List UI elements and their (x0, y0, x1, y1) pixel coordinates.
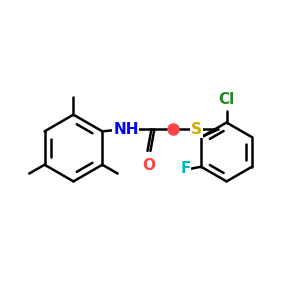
Text: Cl: Cl (218, 92, 235, 107)
Text: NH: NH (113, 122, 139, 137)
Text: O: O (142, 158, 155, 173)
Text: S: S (191, 122, 202, 137)
Text: F: F (180, 161, 190, 176)
